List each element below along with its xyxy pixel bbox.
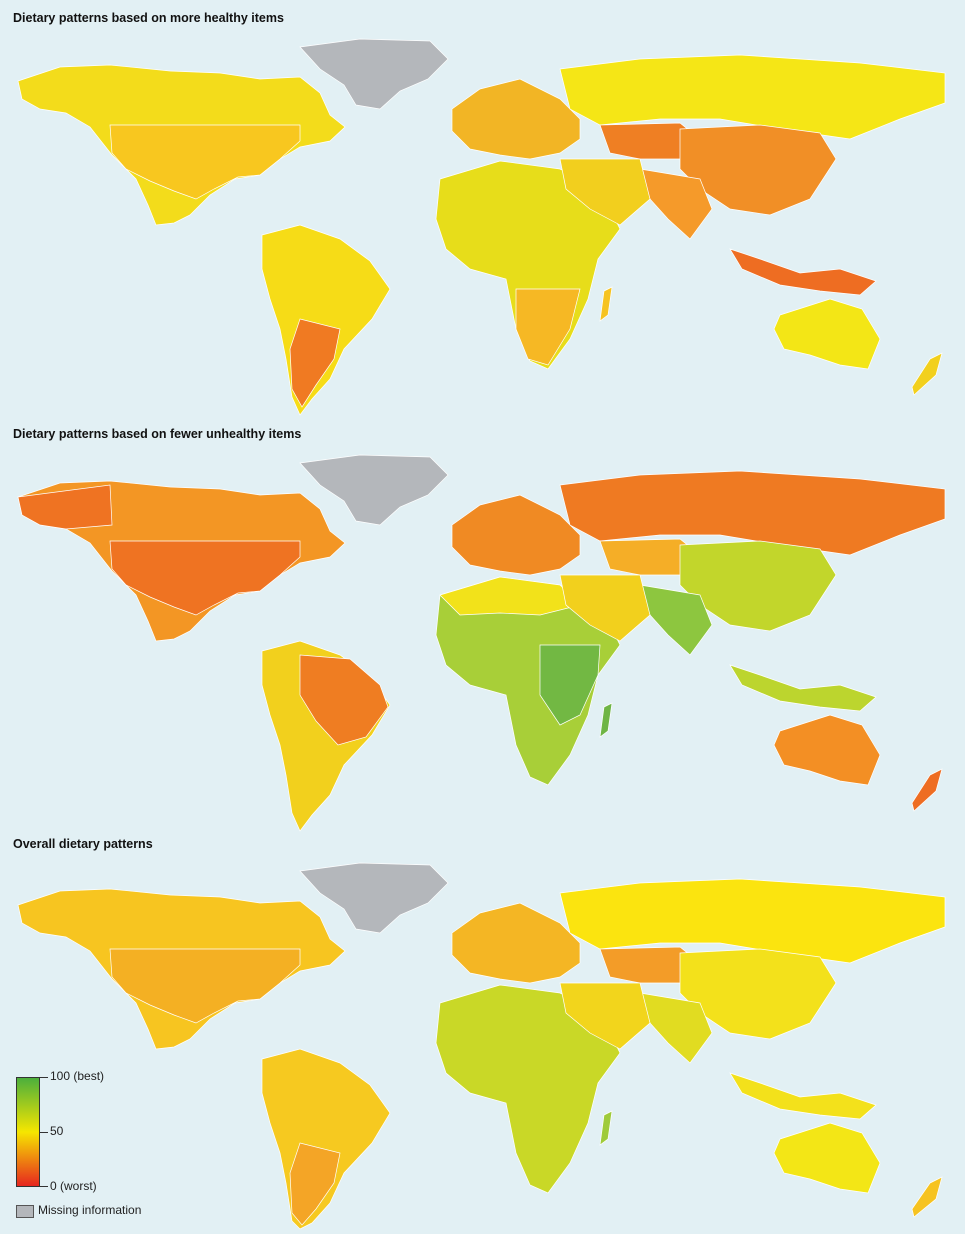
brazil (299, 654, 389, 746)
australia (773, 714, 881, 786)
southeast-asia (729, 248, 877, 296)
north-africa (439, 576, 581, 616)
legend: 100 (best) 50 0 (worst) Missing informat… (16, 1069, 216, 1223)
world-map-overall (17, 862, 946, 1230)
legend-tick-mid (40, 1132, 48, 1133)
middle-east (559, 574, 651, 642)
world-map-fewer-unhealthy (17, 454, 946, 832)
russia (559, 470, 946, 556)
australia (773, 1122, 881, 1194)
panel-title: Dietary patterns based on fewer unhealth… (13, 427, 302, 441)
europe (451, 78, 581, 160)
east-africa (539, 644, 601, 726)
missing-label: Missing information (38, 1203, 142, 1217)
southeast-asia (729, 664, 877, 712)
europe (451, 494, 581, 576)
new-zealand (911, 768, 943, 812)
legend-tick-bottom (40, 1186, 48, 1187)
legend-tick-top (40, 1077, 48, 1078)
color-scale-bar (16, 1077, 40, 1187)
middle-east (559, 982, 651, 1050)
southern-africa (515, 288, 581, 366)
missing-swatch (16, 1205, 34, 1218)
legend-label-best: 100 (best) (50, 1069, 105, 1083)
legend-label-mid: 50 (50, 1124, 64, 1138)
madagascar (599, 1110, 613, 1146)
greenland (299, 862, 449, 934)
panel-title: Overall dietary patterns (13, 837, 153, 851)
legend-label-worst: 0 (worst) (50, 1179, 97, 1193)
alaska (17, 484, 113, 530)
argentina (289, 1142, 341, 1226)
south-america (261, 1048, 391, 1230)
australia (773, 298, 881, 370)
greenland (299, 38, 449, 110)
south-america (261, 224, 391, 416)
argentina (289, 318, 341, 408)
russia (559, 878, 946, 964)
madagascar (599, 702, 613, 738)
usa (109, 124, 301, 200)
world-map-more-healthy (17, 38, 946, 416)
panel-overall: Overall dietary patterns (0, 837, 965, 1234)
russia (559, 54, 946, 140)
usa (109, 540, 301, 616)
madagascar (599, 286, 613, 322)
panel-title: Dietary patterns based on more healthy i… (13, 11, 284, 25)
middle-east (559, 158, 651, 226)
southeast-asia (729, 1072, 877, 1120)
new-zealand (911, 352, 943, 396)
europe (451, 902, 581, 984)
new-zealand (911, 1176, 943, 1218)
panel-more-healthy: Dietary patterns based on more healthy i… (0, 11, 965, 416)
usa (109, 948, 301, 1024)
panel-fewer-unhealthy: Dietary patterns based on fewer unhealth… (0, 427, 965, 832)
greenland (299, 454, 449, 526)
